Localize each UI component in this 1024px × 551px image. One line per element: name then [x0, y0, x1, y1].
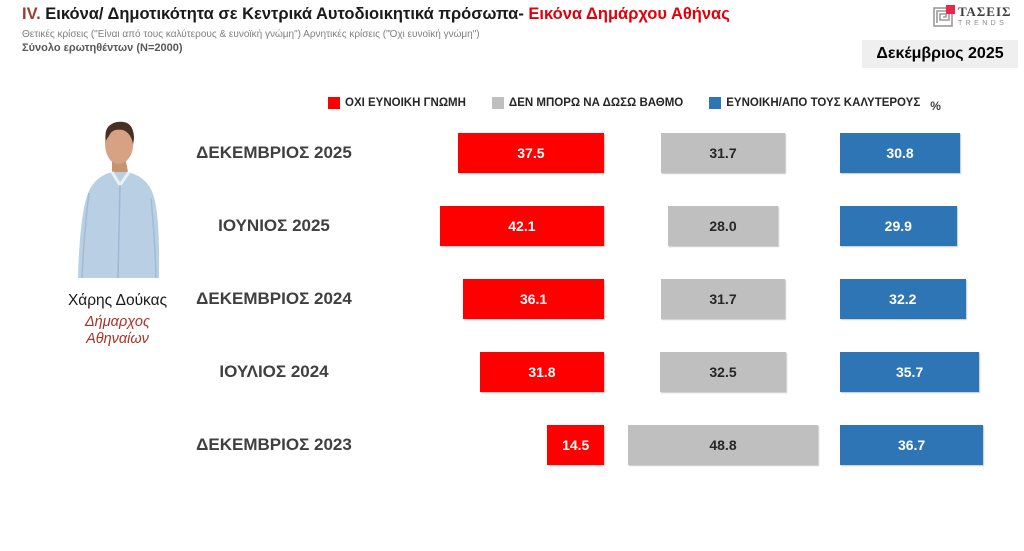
sample-size: Σύνολο ερωτηθέντων (N=2000): [22, 42, 183, 54]
row-label: ΔΕΚΕΜΒΡΙΟΣ 2023: [196, 435, 352, 454]
row-label: ΔΕΚΕΜΒΡΙΟΣ 2025: [196, 143, 352, 162]
chart-legend: ΟΧΙ ΕΥΝΟΙΚΗ ΓΝΩΜΗ ΔΕΝ ΜΠΟΡΩ ΝΑ ΔΩΣΩ ΒΑΘΜΟ…: [328, 96, 941, 113]
bar-negative: 31.8: [479, 352, 604, 392]
bar-positive: 29.9: [840, 206, 957, 246]
person-name: Χάρης Δούκας: [67, 292, 168, 309]
legend-items: ΟΧΙ ΕΥΝΟΙΚΗ ΓΝΩΜΗ ΔΕΝ ΜΠΟΡΩ ΝΑ ΔΩΣΩ ΒΑΘΜΟ…: [328, 97, 920, 109]
chart-row: ΙΟΥΛΙΟΣ 2024 31.8 32.5 35.7: [160, 352, 1020, 392]
bar-neutral: 32.5: [659, 352, 787, 392]
person-role-line2: Αθηναίων: [86, 331, 149, 347]
logo-subname: TRENDS: [958, 20, 1008, 27]
bar-neutral: 31.7: [661, 133, 785, 173]
subtitle-criteria: Θετικές κρίσεις ("Είναι από τους καλύτερ…: [22, 29, 480, 40]
bar-neutral: 28.0: [668, 206, 778, 246]
title-section-number: IV.: [22, 5, 41, 23]
legend-swatch-icon: [709, 97, 722, 109]
chart-row: ΔΕΚΕΜΒΡΙΟΣ 2025 37.5 31.7 30.8: [160, 133, 1020, 173]
taseis-logo: ΤΑΣΕΙΣ TRENDS: [933, 5, 1012, 27]
logo-name: ΤΑΣΕΙΣ: [958, 4, 1012, 19]
legend-label: ΔΕΝ ΜΠΟΡΩ ΝΑ ΔΩΣΩ ΒΑΘΜΟ: [508, 97, 684, 109]
row-label: ΔΕΚΕΜΒΡΙΟΣ 2024: [196, 289, 352, 308]
legend-swatch-icon: [328, 97, 340, 109]
bar-negative: 14.5: [547, 425, 604, 465]
chart-row: ΔΕΚΕΜΒΡΙΟΣ 2024 36.1 31.7 32.2: [160, 279, 1020, 319]
legend-item: ΕΥΝΟΙΚΗ/ΑΠΟ ΤΟΥΣ ΚΑΛΥΤΕΡΟΥΣ: [709, 97, 920, 109]
bar-positive: 35.7: [840, 352, 980, 392]
taseis-logo-icon: [933, 5, 955, 27]
legend-swatch-icon: [491, 97, 504, 109]
row-label: ΙΟΥΝΙΟΣ 2025: [218, 216, 330, 235]
bar-neutral: 48.8: [627, 425, 819, 465]
page-title: IV. Εικόνα/ Δημοτικότητα σε Κεντρικά Αυτ…: [22, 5, 730, 24]
title-main-text: Εικόνα/ Δημοτικότητα σε Κεντρικά Αυτοδιο…: [40, 5, 529, 23]
bar-positive: 36.7: [840, 425, 984, 465]
bar-neutral: 31.7: [661, 279, 785, 319]
taseis-logo-text: ΤΑΣΕΙΣ TRENDS: [958, 5, 1012, 27]
legend-item: ΟΧΙ ΕΥΝΟΙΚΗ ΓΝΩΜΗ: [328, 97, 466, 109]
title-highlight-text: Εικόνα Δημάρχου Αθήνας: [528, 5, 730, 23]
bar-positive: 30.8: [840, 133, 961, 173]
person-photo: [77, 121, 159, 278]
percent-unit-label: %: [930, 99, 941, 113]
chart-row: ΔΕΚΕΜΒΡΙΟΣ 2023 14.5 48.8 36.7: [160, 425, 1020, 465]
person-role-line1: Δήμαρχος: [84, 314, 151, 330]
date-badge: Δεκέμβριος 2025: [862, 40, 1018, 68]
chart-rows: ΔΕΚΕΜΒΡΙΟΣ 2025 37.5 31.7 30.8 ΙΟΥΝΙΟΣ 2025 4…: [160, 133, 1020, 498]
chart-row: ΙΟΥΝΙΟΣ 2025 42.1 28.0 29.9: [160, 206, 1020, 246]
person-panel: Χάρης Δούκας Δήμαρχος Αθηναίων: [30, 118, 205, 348]
bar-positive: 32.2: [840, 279, 966, 319]
person-role: Δήμαρχος Αθηναίων: [30, 314, 205, 348]
legend-item: ΔΕΝ ΜΠΟΡΩ ΝΑ ΔΩΣΩ ΒΑΘΜΟ: [491, 97, 684, 109]
bar-negative: 42.1: [439, 206, 604, 246]
bar-negative: 37.5: [457, 133, 604, 173]
legend-label: ΕΥΝΟΙΚΗ/ΑΠΟ ΤΟΥΣ ΚΑΛΥΤΕΡΟΥΣ: [726, 97, 921, 109]
row-label: ΙΟΥΛΙΟΣ 2024: [219, 362, 329, 381]
bar-negative: 36.1: [463, 279, 604, 319]
legend-label: ΟΧΙ ΕΥΝΟΙΚΗ ΓΝΩΜΗ: [345, 97, 466, 109]
